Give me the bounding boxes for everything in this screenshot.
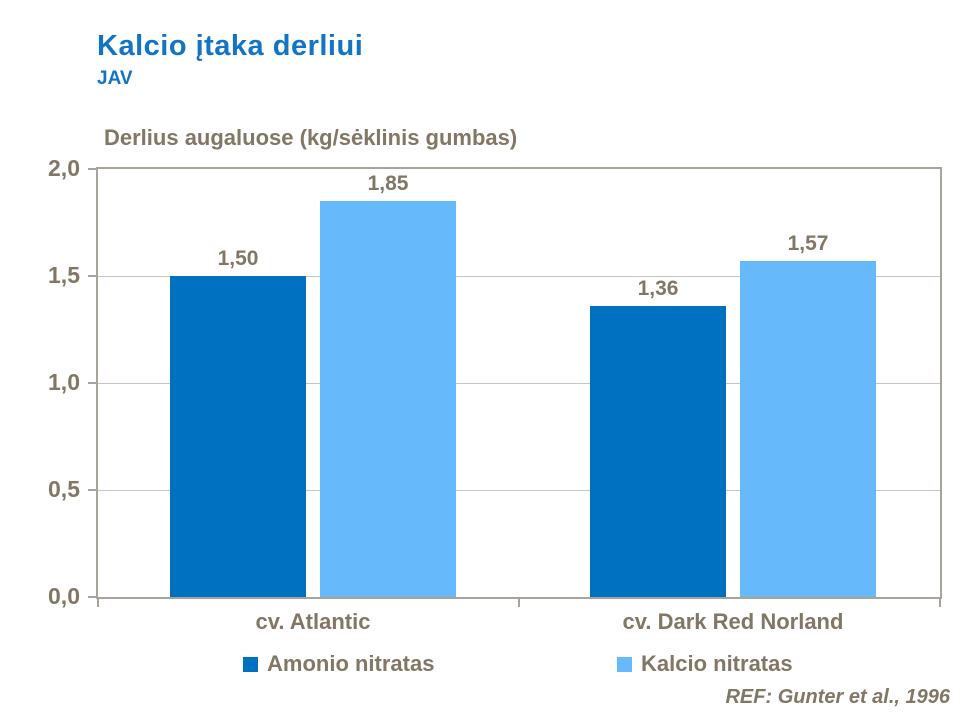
y-axis-tick xyxy=(88,382,96,384)
legend-item: Amonio nitratas xyxy=(243,651,434,677)
y-axis-label: 1,5 xyxy=(48,261,80,288)
gridline xyxy=(98,490,940,491)
bar-series2 xyxy=(320,201,456,597)
plot-area: 0,0 0,5 1,0 1,5 2,0 1,50 1,85 cv. Atlantic 1,36 1… xyxy=(48,155,942,634)
legend-swatch-icon xyxy=(243,656,258,672)
legend-swatch-icon xyxy=(617,656,632,672)
legend-label: Amonio nitratas xyxy=(267,651,435,676)
x-axis-tick xyxy=(939,599,941,607)
legend-item: Kalcio nitratas xyxy=(617,651,793,677)
x-axis-tick xyxy=(518,599,520,607)
gridline xyxy=(98,383,940,384)
y-axis-tick xyxy=(88,168,96,170)
x-axis-tick xyxy=(97,599,99,607)
bar-value-label: 1,85 xyxy=(367,172,409,196)
gridline xyxy=(98,276,940,277)
chart-legend: Amonio nitratas Kalcio nitratas xyxy=(0,651,960,681)
y-axis-label: 1,0 xyxy=(48,368,80,395)
y-axis-label: 2,0 xyxy=(48,154,80,181)
bar-series2 xyxy=(740,261,876,597)
bar-value-label: 1,57 xyxy=(787,232,829,256)
category-label: cv. Dark Red Norland xyxy=(622,609,844,634)
bar-series1 xyxy=(590,305,726,597)
y-axis-tick xyxy=(88,489,96,491)
y-axis-tick xyxy=(88,275,96,277)
chart-title: Derlius augaluose (kg/sėklinis gumbas) xyxy=(104,125,518,150)
y-axis-tick xyxy=(88,596,96,598)
legend-label: Kalcio nitratas xyxy=(641,651,793,676)
y-axis-label: 0,5 xyxy=(48,475,80,502)
bar-series1 xyxy=(170,276,306,597)
page-subtitle: JAV xyxy=(97,68,133,89)
bar-value-label: 1,50 xyxy=(217,247,259,270)
bar-value-label: 1,36 xyxy=(637,276,679,300)
category-label: cv. Atlantic xyxy=(255,609,371,634)
y-axis-label: 0,0 xyxy=(48,582,80,609)
page-title: Kalcio įtaka derliui xyxy=(97,30,364,62)
reference-text: REF: Gunter et al., 1996 xyxy=(725,686,950,708)
